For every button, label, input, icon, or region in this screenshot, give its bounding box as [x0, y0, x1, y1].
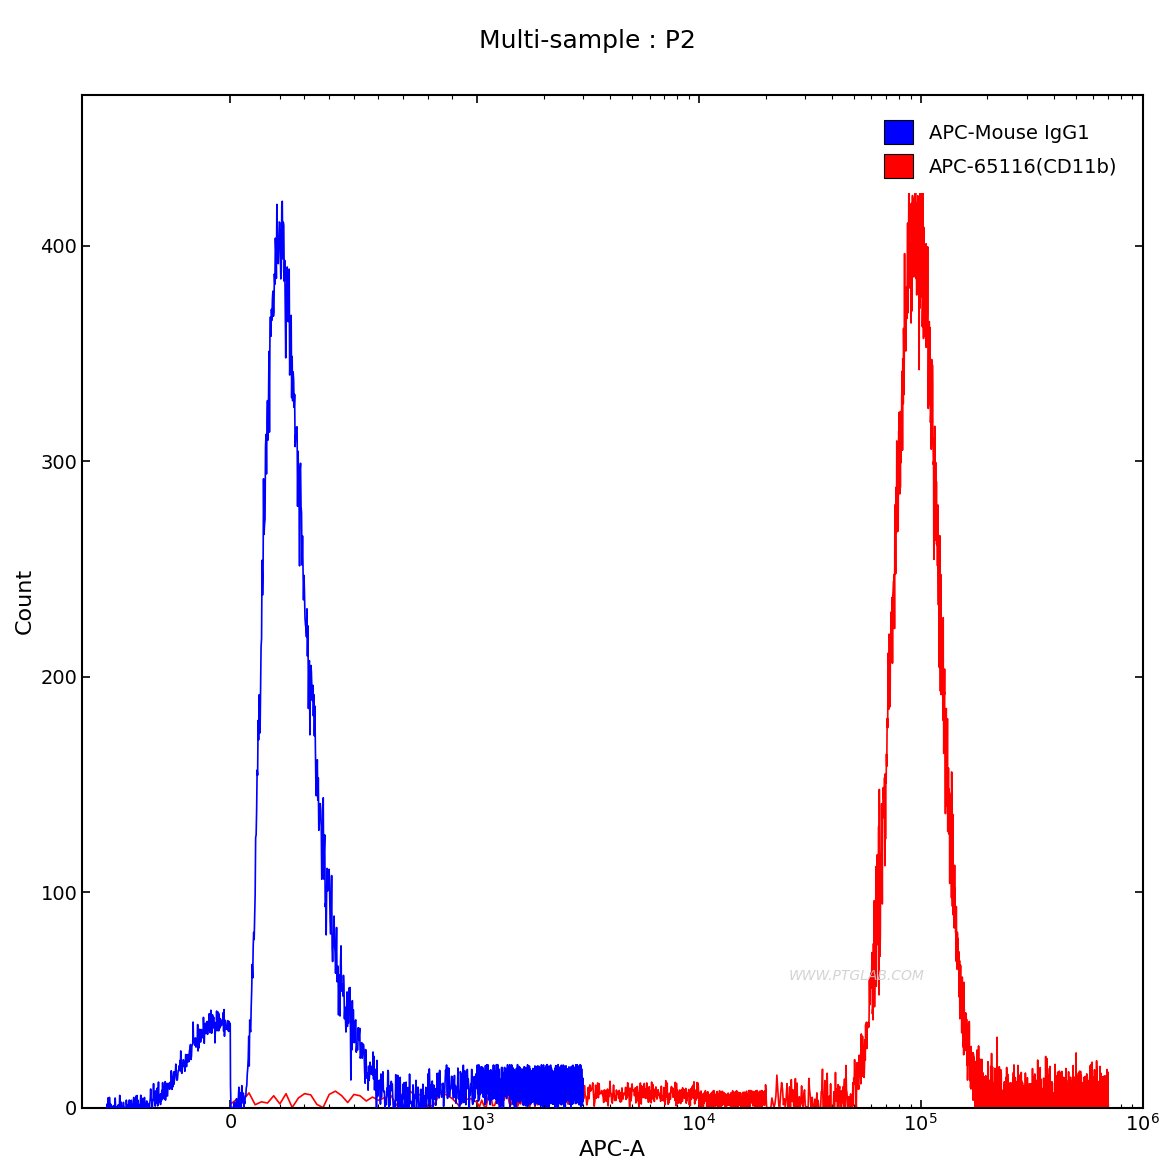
X-axis label: APC-A: APC-A	[579, 1140, 646, 1160]
Text: WWW.PTGLAB.COM: WWW.PTGLAB.COM	[788, 969, 925, 983]
Text: Multi-sample : P2: Multi-sample : P2	[479, 29, 696, 53]
Legend: APC-Mouse IgG1, APC-65116(CD11b): APC-Mouse IgG1, APC-65116(CD11b)	[868, 105, 1133, 193]
Y-axis label: Count: Count	[15, 569, 35, 634]
